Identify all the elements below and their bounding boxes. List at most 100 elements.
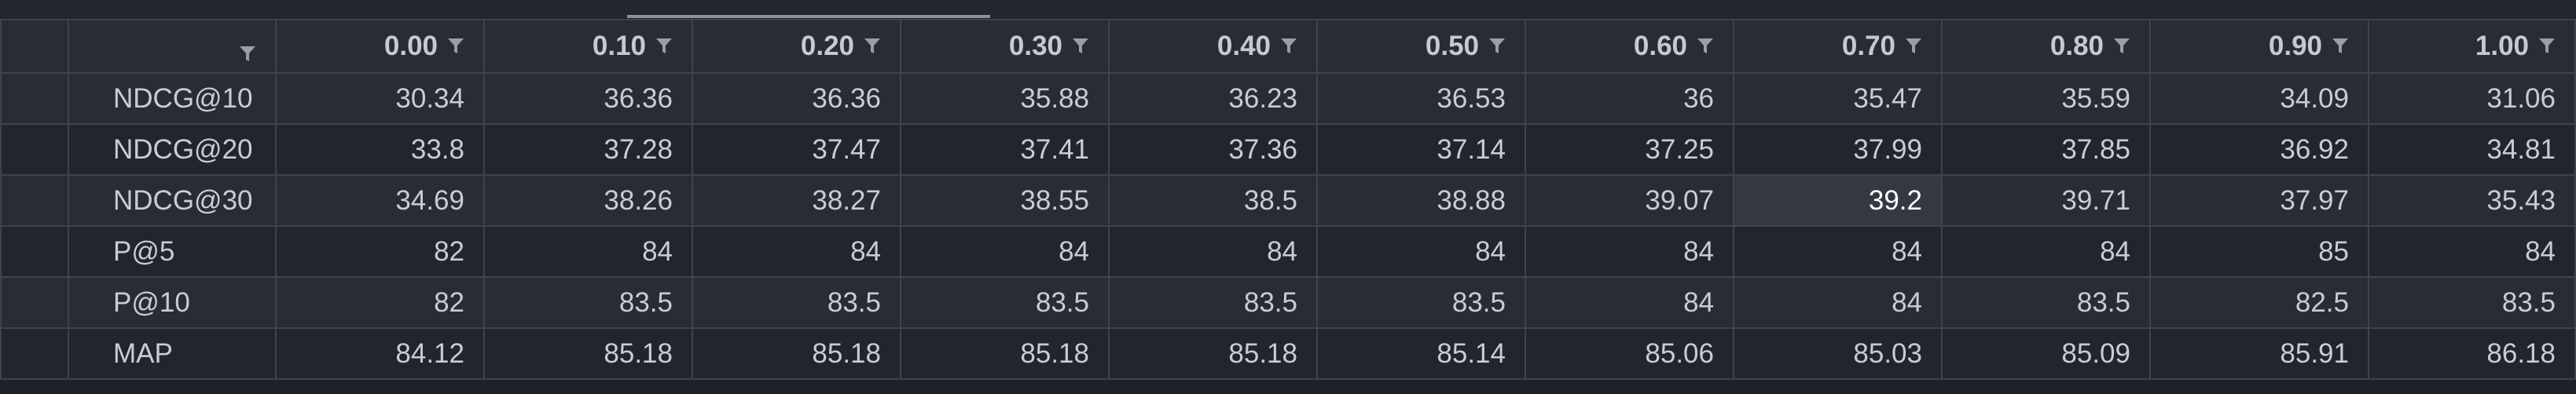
table-cell[interactable]: 37.14 <box>1316 123 1526 176</box>
row-label-cell[interactable]: NDCG@20 <box>68 123 277 176</box>
row-label-cell[interactable]: MAP <box>68 327 277 380</box>
table-cell[interactable]: 38.5 <box>1108 174 1318 227</box>
row-label-cell[interactable]: P@5 <box>68 225 277 278</box>
table-cell[interactable]: 84 <box>1525 276 1734 329</box>
active-tab-indicator[interactable] <box>627 15 990 18</box>
table-cell[interactable]: 31.06 <box>2368 72 2576 125</box>
column-header[interactable] <box>68 19 277 74</box>
table-cell[interactable]: 85.18 <box>900 327 1110 380</box>
filter-icon[interactable] <box>1280 37 1297 56</box>
table-cell[interactable]: 36.92 <box>2149 123 2369 176</box>
row-index-cell[interactable] <box>0 72 69 125</box>
row-label-cell[interactable]: P@10 <box>68 276 277 329</box>
column-header[interactable]: 0.20 <box>692 19 901 74</box>
column-header[interactable]: 0.80 <box>1941 19 2151 74</box>
filter-icon[interactable] <box>1488 37 1506 56</box>
table-cell[interactable]: 83.5 <box>1941 276 2151 329</box>
table-cell[interactable]: 83.5 <box>2368 276 2576 329</box>
row-index-cell[interactable] <box>0 327 69 380</box>
filter-icon[interactable] <box>864 37 881 56</box>
table-cell[interactable]: 36.53 <box>1316 72 1526 125</box>
filter-icon[interactable] <box>447 37 464 56</box>
table-cell[interactable]: 84 <box>1525 225 1734 278</box>
table-row[interactable]: NDCG@10 30.34 36.36 36.36 35.88 36.23 36.53 36 3… <box>0 72 2576 125</box>
filter-icon[interactable] <box>1697 37 1714 56</box>
table-cell[interactable]: 35.59 <box>1941 72 2151 125</box>
table-cell[interactable]: 84 <box>483 225 693 278</box>
table-cell[interactable]: 84 <box>1108 225 1318 278</box>
table-cell[interactable]: 36.36 <box>483 72 693 125</box>
table-cell[interactable]: 84.12 <box>275 327 485 380</box>
table-cell[interactable]: 86.18 <box>2368 327 2576 380</box>
table-cell[interactable]: 83.5 <box>1316 276 1526 329</box>
table-cell[interactable]: 85.09 <box>1941 327 2151 380</box>
table-cell[interactable]: 85.91 <box>2149 327 2369 380</box>
table-cell[interactable]: 85 <box>2149 225 2369 278</box>
table-cell[interactable]: 84 <box>1733 225 1943 278</box>
row-index-cell[interactable] <box>0 225 69 278</box>
table-cell[interactable]: 83.5 <box>1108 276 1318 329</box>
table-cell[interactable]: 37.97 <box>2149 174 2369 227</box>
row-index-cell[interactable] <box>0 276 69 329</box>
table-cell[interactable]: 38.88 <box>1316 174 1526 227</box>
table-row[interactable]: P@10 82 83.5 83.5 83.5 83.5 83.5 84 84 83.5 82.5 83… <box>0 276 2576 329</box>
filter-icon[interactable] <box>2113 37 2130 56</box>
column-header[interactable]: 0.90 <box>2149 19 2369 74</box>
table-cell[interactable]: 37.36 <box>1108 123 1318 176</box>
table-cell[interactable]: 34.69 <box>275 174 485 227</box>
table-cell[interactable]: 37.25 <box>1525 123 1734 176</box>
table-cell[interactable]: 38.26 <box>483 174 693 227</box>
table-cell[interactable]: 83.5 <box>692 276 901 329</box>
table-cell[interactable]: 36 <box>1525 72 1734 125</box>
table-cell[interactable]: 38.27 <box>692 174 901 227</box>
table-cell[interactable]: 30.34 <box>275 72 485 125</box>
column-header[interactable]: 0.00 <box>275 19 485 74</box>
table-cell[interactable]: 33.8 <box>275 123 485 176</box>
table-cell[interactable]: 83.5 <box>900 276 1110 329</box>
filter-icon[interactable] <box>239 45 256 64</box>
row-index-cell[interactable] <box>0 174 69 227</box>
column-header[interactable]: 0.40 <box>1108 19 1318 74</box>
column-header[interactable]: 0.50 <box>1316 19 1526 74</box>
column-header[interactable]: 0.30 <box>900 19 1110 74</box>
column-header[interactable]: 0.10 <box>483 19 693 74</box>
filter-icon[interactable] <box>655 37 673 56</box>
table-cell[interactable]: 37.28 <box>483 123 693 176</box>
table-cell[interactable]: 85.14 <box>1316 327 1526 380</box>
table-cell[interactable]: 39.07 <box>1525 174 1734 227</box>
column-header[interactable]: 0.60 <box>1525 19 1734 74</box>
table-cell[interactable]: 39.71 <box>1941 174 2151 227</box>
table-row[interactable]: P@5 82 84 84 84 84 84 84 84 84 85 84 <box>0 225 2576 278</box>
table-cell[interactable]: 84 <box>900 225 1110 278</box>
table-cell[interactable]: 35.43 <box>2368 174 2576 227</box>
table-cell[interactable]: 84 <box>1316 225 1526 278</box>
table-cell[interactable]: 84 <box>1941 225 2151 278</box>
filter-icon[interactable] <box>1905 37 1922 56</box>
table-cell[interactable]: 35.47 <box>1733 72 1943 125</box>
filter-icon[interactable] <box>1072 37 1089 56</box>
table-cell[interactable]: 37.85 <box>1941 123 2151 176</box>
table-cell[interactable]: 85.03 <box>1733 327 1943 380</box>
table-cell[interactable]: 82.5 <box>2149 276 2369 329</box>
table-cell[interactable]: 83.5 <box>483 276 693 329</box>
table-cell[interactable]: 82 <box>275 276 485 329</box>
filter-icon[interactable] <box>2538 37 2556 56</box>
table-cell[interactable]: 37.99 <box>1733 123 1943 176</box>
table-row[interactable]: NDCG@30 34.69 38.26 38.27 38.55 38.5 38.88 39.0… <box>0 174 2576 227</box>
column-header[interactable]: 1.00 <box>2368 19 2576 74</box>
table-cell[interactable]: 84 <box>1733 276 1943 329</box>
table-cell[interactable]: 84 <box>692 225 901 278</box>
table-cell-selected[interactable]: 39.2 <box>1733 174 1943 227</box>
table-cell[interactable]: 85.18 <box>692 327 901 380</box>
table-cell[interactable]: 38.55 <box>900 174 1110 227</box>
table-cell[interactable]: 35.88 <box>900 72 1110 125</box>
table-cell[interactable]: 84 <box>2368 225 2576 278</box>
table-cell[interactable]: 82 <box>275 225 485 278</box>
table-row[interactable]: MAP 84.12 85.18 85.18 85.18 85.18 85.14 85.06 85… <box>0 327 2576 380</box>
table-cell[interactable]: 36.36 <box>692 72 901 125</box>
table-cell[interactable]: 85.18 <box>1108 327 1318 380</box>
table-cell[interactable]: 37.47 <box>692 123 901 176</box>
row-label-cell[interactable]: NDCG@30 <box>68 174 277 227</box>
row-label-cell[interactable]: NDCG@10 <box>68 72 277 125</box>
table-cell[interactable]: 34.09 <box>2149 72 2369 125</box>
